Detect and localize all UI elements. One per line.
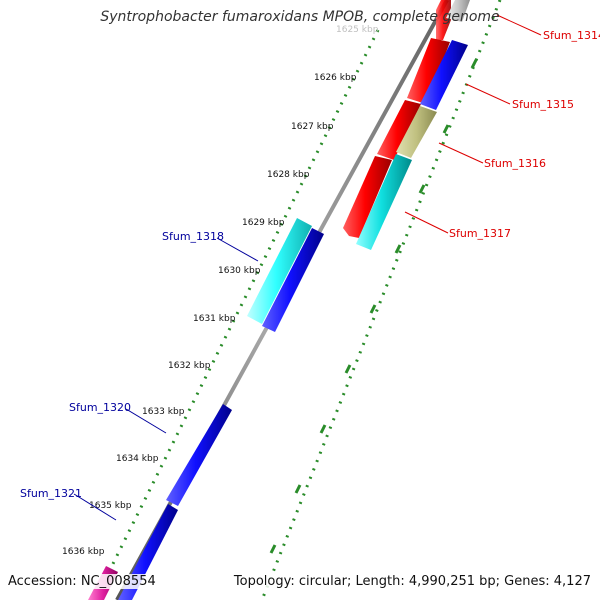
outer-major-ticks [269,59,478,554]
gene-arrow-khaki-right [396,106,437,158]
gene-arrow-silver-top [446,0,470,22]
gene-label-sfum-1314[interactable]: Sfum_1314 [543,29,600,42]
scale-label: 1635 kbp [89,501,132,511]
gene-labels: Sfum_1314 Sfum_1315 Sfum_1316 Sfum_1317 … [20,29,600,500]
gene-label-sfum-1318[interactable]: Sfum_1318 [162,230,224,243]
gene-arrow-cyan-right [356,154,412,250]
gene-arrow-blue-right [420,40,468,110]
scale-labels: 1625 kbp 1626 kbp 1627 kbp 1628 kbp 1629… [62,25,379,557]
gene-arrow-sfum-1314-top [436,0,451,40]
gene-label-sfum-1321[interactable]: Sfum_1321 [20,487,82,500]
scale-label: 1625 kbp [336,25,379,35]
scale-label: 1627 kbp [291,122,334,132]
scale-label: 1631 kbp [193,314,236,324]
map-title: Syntrophobacter fumaroxidans MPOB, compl… [100,9,500,25]
gene-arrow-sfum-1316 [377,100,421,160]
gene-label-sfum-1320[interactable]: Sfum_1320 [69,401,131,414]
gene-arrow-sfum-1317 [343,156,392,238]
scale-label: 1636 kbp [62,547,105,557]
accession-label: Accession: NC_008554 [8,574,156,589]
scale-label: 1632 kbp [168,361,211,371]
scale-label: 1634 kbp [116,454,159,464]
scale-label: 1633 kbp [142,407,185,417]
outer-tick-ruler [260,0,502,600]
label-leaders [73,14,542,521]
topology-label: Topology: circular; Length: 4,990,251 bp… [233,574,591,589]
gene-label-sfum-1317[interactable]: Sfum_1317 [449,227,511,240]
gene-label-sfum-1315[interactable]: Sfum_1315 [512,98,574,111]
gene-arrow-sfum-1320 [166,404,232,506]
scale-label: 1626 kbp [314,73,357,83]
gene-arrow-sfum-1318 [247,218,312,324]
gene-arrow-blue-1319 [262,228,324,332]
gene-arrow-sfum-1315 [407,38,450,104]
scale-label: 1629 kbp [242,218,285,228]
inner-tick-ruler [93,29,380,600]
scale-label: 1628 kbp [267,170,310,180]
gene-label-sfum-1316[interactable]: Sfum_1316 [484,157,546,170]
scale-label: 1630 kbp [218,266,261,276]
